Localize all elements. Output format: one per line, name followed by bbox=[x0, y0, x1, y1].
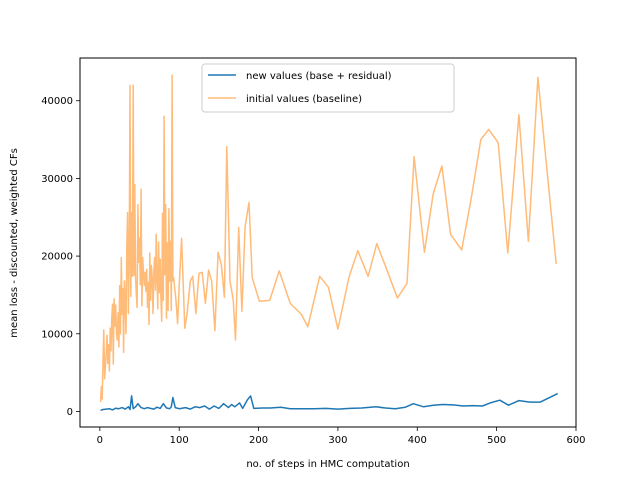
y-axis-label: mean loss - discounted, weighted CFs bbox=[9, 148, 20, 338]
x-axis-label: no. of steps in HMC computation bbox=[246, 459, 409, 470]
x-tick-label: 600 bbox=[566, 435, 585, 446]
series-line-initial-values bbox=[99, 74, 557, 403]
x-tick-label: 100 bbox=[170, 435, 189, 446]
y-tick-label: 20000 bbox=[41, 252, 73, 263]
y-tick-label: 30000 bbox=[41, 174, 73, 185]
legend: new values (base + residual) initial val… bbox=[201, 63, 455, 113]
x-tick-label: 400 bbox=[408, 435, 427, 446]
y-axis: 0 10000 20000 30000 40000 bbox=[41, 96, 80, 418]
x-axis: 0 100 200 300 400 500 600 bbox=[97, 427, 586, 446]
x-tick-label: 300 bbox=[328, 435, 347, 446]
x-tick-label: 200 bbox=[249, 435, 268, 446]
plot-lines bbox=[99, 74, 559, 412]
axes-frame bbox=[79, 57, 577, 428]
series-line-new-values bbox=[100, 392, 559, 412]
x-tick-label: 500 bbox=[487, 435, 506, 446]
legend-label-new-values: new values (base + residual) bbox=[246, 71, 392, 82]
legend-label-initial-values: initial values (baseline) bbox=[246, 94, 362, 105]
y-tick-label: 10000 bbox=[41, 329, 73, 340]
y-tick-label: 0 bbox=[67, 407, 73, 418]
x-tick-label: 0 bbox=[97, 435, 103, 446]
y-tick-label: 40000 bbox=[41, 96, 73, 107]
legend-box bbox=[201, 63, 455, 113]
